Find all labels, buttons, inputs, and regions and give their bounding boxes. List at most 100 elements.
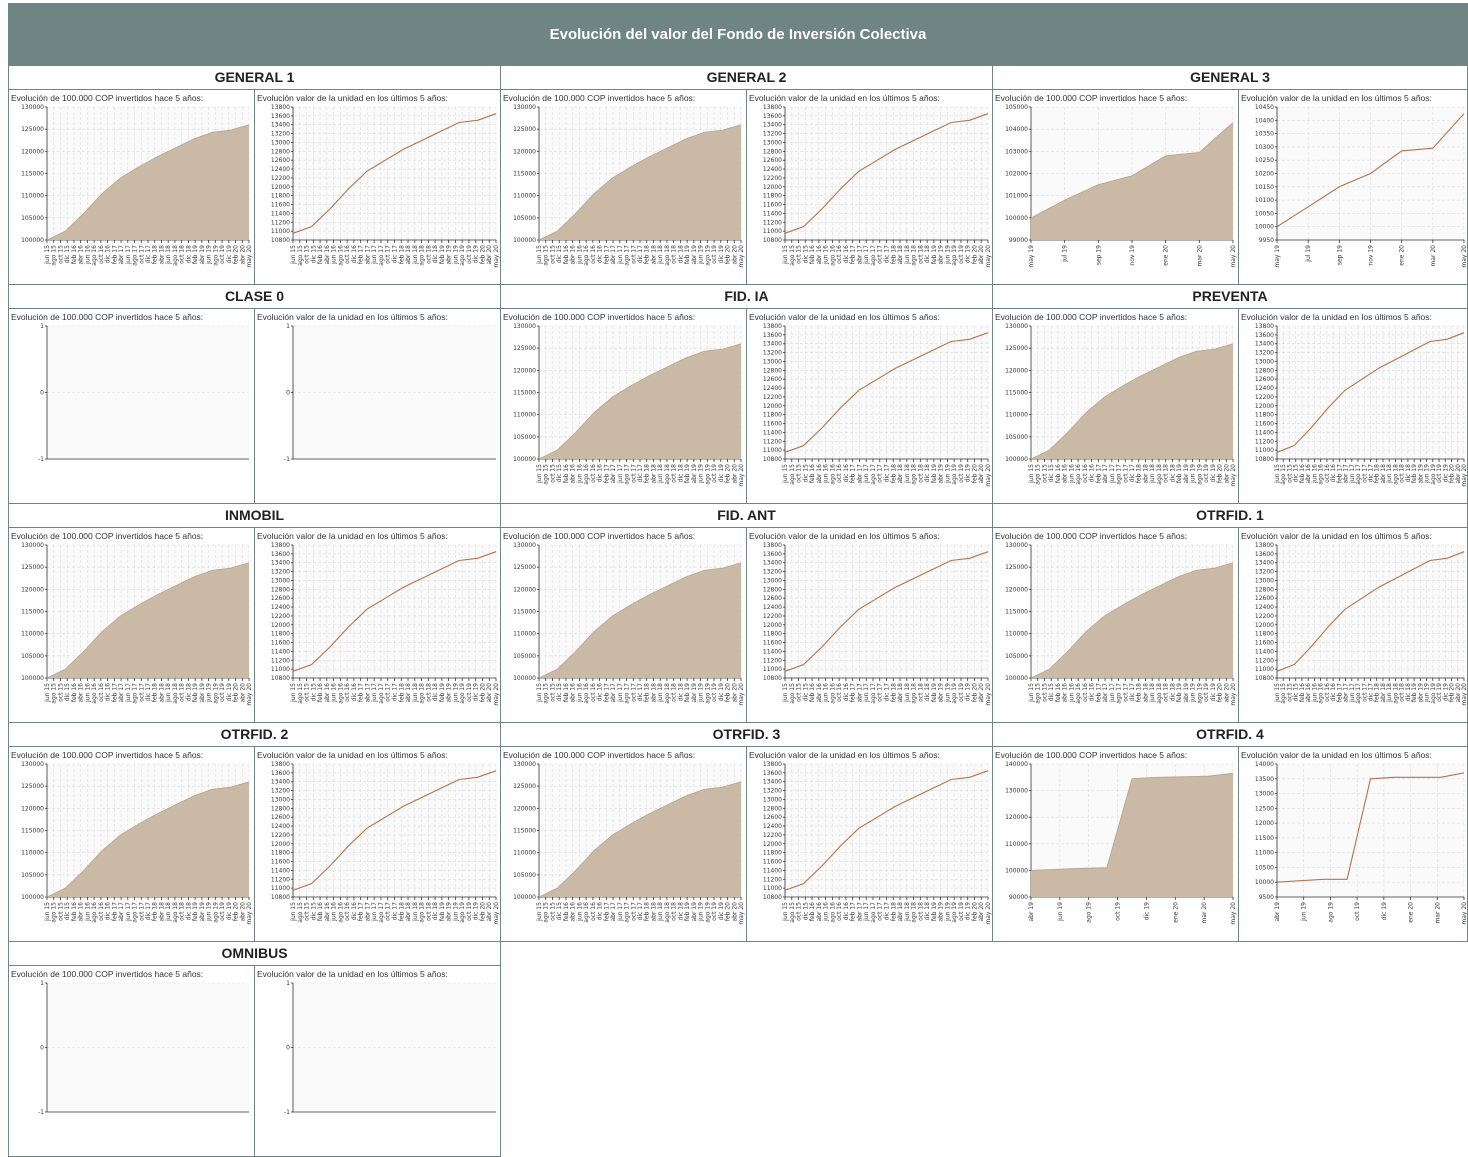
y-tick-label: 13800	[763, 542, 782, 549]
panel-label: Evolución de 100.000 COP invertidos hace…	[11, 93, 204, 103]
x-tick-label: feb 20	[725, 902, 732, 921]
x-tick-label: oct 19	[958, 245, 965, 264]
x-tick-label: jun 18	[1149, 683, 1156, 703]
y-tick-label: 11000	[763, 666, 782, 673]
y-tick-label: 12000	[763, 403, 782, 410]
x-tick-label: feb 16	[317, 245, 324, 264]
x-tick-label: oct 16	[344, 902, 351, 921]
unit-value-panel: Evolución valor de la unidad en los últi…	[255, 309, 500, 503]
x-tick-label: ago 16	[1075, 464, 1082, 485]
x-tick-label: may 20	[1230, 464, 1237, 487]
x-tick-label: abr 18	[405, 683, 412, 703]
y-tick-label: 10800	[271, 237, 290, 244]
x-tick-label: ago 19	[951, 464, 958, 485]
x-tick-label: dic 17	[884, 902, 891, 920]
x-tick-label: oct 18	[671, 464, 678, 483]
y-tick-label: 13200	[271, 788, 290, 795]
unit-value-panel: Evolución valor de la unidad en los últi…	[747, 309, 992, 503]
x-tick-label: jun 18	[904, 902, 911, 922]
x-tick-label: dic 18	[924, 902, 931, 920]
x-tick-label: oct 18	[917, 464, 924, 483]
x-tick-label: oct 17	[877, 902, 884, 921]
x-tick-label: feb 18	[644, 464, 651, 483]
x-tick-label: ago 18	[172, 245, 179, 266]
y-tick-label: 12200	[763, 832, 782, 839]
x-tick-label: dic 19	[1210, 683, 1217, 701]
x-tick-label: oct 17	[630, 464, 637, 483]
area-chart: 100000 105000 110000 115000 120000 125000 1300…	[1005, 323, 1237, 487]
x-tick-label: jun 19	[698, 902, 705, 922]
unit-value-panel: Evolución valor de la unidad en los últi…	[1239, 309, 1467, 503]
x-tick-label: jun 17	[617, 464, 624, 484]
x-tick-label: dic 15	[556, 683, 563, 701]
x-tick-label: feb 18	[1136, 464, 1143, 483]
x-tick-label: feb 16	[563, 683, 570, 702]
y-tick-label: 11400	[763, 648, 782, 655]
x-tick-label: abr 20	[731, 902, 738, 922]
x-tick-label: abr 17	[118, 683, 125, 703]
x-tick-label: dic 19	[1210, 464, 1217, 482]
x-tick-label: dic 18	[1405, 683, 1412, 701]
x-tick-label: ene 20	[1163, 245, 1170, 266]
x-tick-label: oct 16	[344, 683, 351, 702]
y-tick-label: 12000	[1255, 820, 1274, 827]
x-tick-label: ago 15	[51, 683, 58, 704]
x-tick-label: jun 16	[576, 464, 583, 484]
x-tick-label: feb 19	[439, 902, 446, 921]
y-tick-label: 130000	[513, 323, 536, 330]
x-tick-label: feb 18	[1136, 683, 1143, 702]
y-tick-label: 11500	[1255, 835, 1274, 842]
x-tick-label: ago 15	[543, 683, 550, 704]
y-tick-label: 130000	[1005, 788, 1028, 795]
x-tick-label: may 20	[738, 464, 745, 487]
x-tick-label: jun 19	[452, 683, 459, 703]
x-tick-label: abr 20	[1223, 464, 1230, 484]
y-tick-label: 12200	[271, 175, 290, 182]
y-tick-label: 11400	[1255, 648, 1274, 655]
x-tick-label: feb 17	[1336, 683, 1343, 702]
x-tick-label: jun 19	[944, 245, 951, 265]
series-line	[784, 770, 989, 891]
x-tick-label: jun 16	[823, 464, 830, 484]
x-tick-label: ago 19	[704, 683, 711, 704]
x-tick-label: jun 19	[944, 683, 951, 703]
x-tick-label: feb 19	[439, 683, 446, 702]
x-tick-label: jun 18	[1386, 683, 1393, 703]
y-tick-label: 13000	[1255, 358, 1274, 365]
x-tick-label: feb 20	[725, 245, 732, 264]
y-tick-label: 11200	[763, 219, 782, 226]
investment-growth-panel: Evolución de 100.000 COP invertidos hace…	[501, 90, 747, 284]
x-tick-label: ago 16	[829, 683, 836, 704]
y-tick-label: -1	[38, 456, 44, 463]
x-tick-label: feb 18	[1374, 683, 1381, 702]
x-tick-label: feb 16	[809, 464, 816, 483]
investment-growth-panel: Evolución de 100.000 COP invertidos hace…	[993, 528, 1239, 722]
x-tick-label: abr 17	[118, 902, 125, 922]
x-tick-label: abr 19	[1028, 902, 1035, 922]
x-tick-label: oct 16	[344, 245, 351, 264]
x-tick-label: ago 16	[91, 683, 98, 704]
series-line	[292, 113, 497, 234]
series-area-edge	[46, 781, 250, 898]
y-tick-label: 11200	[763, 876, 782, 883]
x-tick-label: dic 19	[226, 245, 233, 263]
fund-name: FID. IA	[501, 285, 992, 309]
x-tick-label: jun 18	[412, 902, 419, 922]
x-tick-label: ago 17	[624, 464, 631, 485]
y-tick-label: 120000	[513, 805, 536, 812]
y-tick-label: 10800	[271, 894, 290, 901]
page-title: Evolución del valor del Fondo de Inversi…	[8, 3, 1468, 65]
x-tick-label: oct 17	[630, 683, 637, 702]
series-area-edge	[538, 781, 742, 898]
y-tick-label: 11200	[763, 438, 782, 445]
x-tick-label: abr 18	[1142, 683, 1149, 703]
x-tick-label: abr 18	[897, 902, 904, 922]
x-tick-label: jun 15	[44, 245, 51, 265]
panel-label: Evolución de 100.000 COP invertidos hace…	[995, 312, 1188, 322]
x-tick-label: oct 17	[877, 464, 884, 483]
x-tick-label: jun 19	[944, 902, 951, 922]
x-tick-label: oct 17	[138, 245, 145, 264]
x-tick-label: dic 17	[637, 902, 644, 920]
y-tick-label: 101000	[1005, 193, 1028, 200]
